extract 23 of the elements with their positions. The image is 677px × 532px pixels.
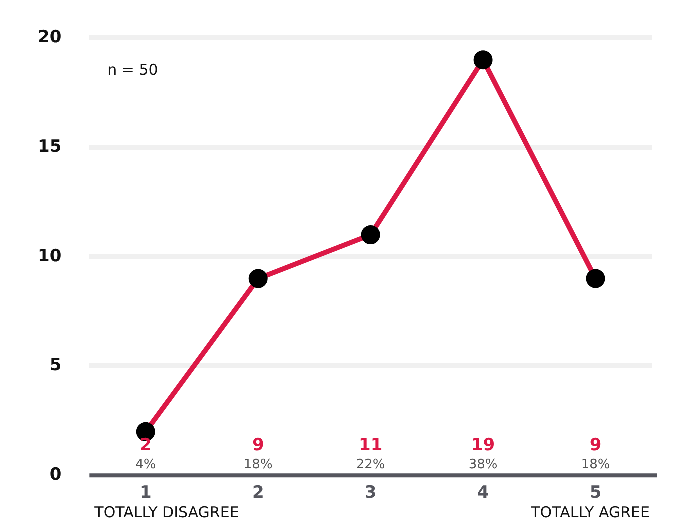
x-tick-label: 4 (477, 483, 490, 504)
x-tick-label: 3 (364, 483, 377, 504)
x-tick-label: 2 (252, 483, 264, 504)
y-tick-label: 0 (50, 465, 62, 486)
annotation: 2 (140, 436, 152, 456)
annotation: 9 (252, 436, 264, 456)
annotation: 4% (136, 458, 156, 473)
annotation: 22% (356, 458, 386, 473)
y-tick-label: 15 (38, 136, 62, 157)
y-tick-label: 20 (38, 28, 62, 48)
annotation: 11 (358, 436, 383, 456)
annotation: 19 (471, 436, 496, 456)
annotation: 18% (244, 458, 273, 473)
x-tick-label: 5 (590, 483, 602, 504)
annotation: 38% (468, 458, 498, 473)
y-tick-label: 5 (50, 356, 62, 376)
annotation: 9 (590, 436, 602, 456)
text: TOTALLY DISAGREE (94, 504, 240, 522)
annotation: n = 50 (108, 61, 158, 80)
text: TOTALLY AGREE (530, 504, 650, 522)
annotation: 18% (581, 458, 610, 473)
x-tick-label: 1 (140, 483, 152, 504)
y-tick-label: 10 (38, 246, 62, 266)
